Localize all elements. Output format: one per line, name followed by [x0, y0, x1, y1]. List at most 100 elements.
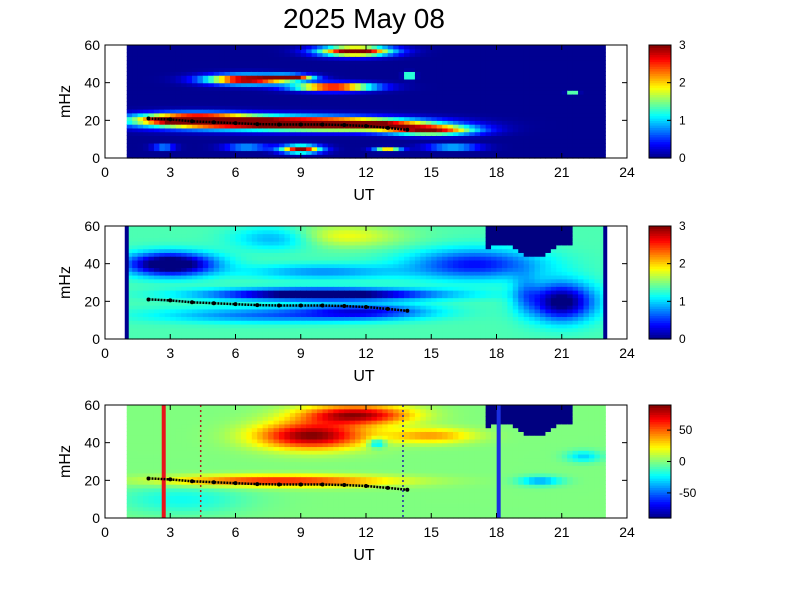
heatmap-cell [442, 237, 449, 242]
heatmap-cell [279, 226, 286, 231]
heatmap-cell [398, 154, 405, 159]
heatmap-cell [578, 131, 585, 136]
heatmap-cell [273, 71, 280, 76]
heatmap-cell [153, 282, 160, 287]
heatmap-cell [257, 60, 264, 65]
heatmap-cell [349, 86, 356, 91]
heatmap-cell [599, 48, 606, 54]
heatmap-cell [583, 97, 590, 103]
heatmap-cell [317, 237, 324, 242]
heatmap-cell [284, 48, 291, 54]
heatmap-cell [409, 71, 416, 76]
heatmap-cell [376, 293, 383, 299]
heatmap-cell [398, 120, 405, 125]
heatmap-cell [317, 290, 324, 295]
heatmap-cell [338, 109, 345, 114]
heatmap-cell [295, 229, 302, 235]
heatmap-cell [491, 86, 498, 91]
heatmap-cell [219, 71, 226, 76]
heatmap-cell [545, 116, 552, 121]
heatmap-cell [431, 120, 438, 125]
heatmap-cell [436, 67, 443, 72]
heatmap-cell [480, 237, 487, 242]
heatmap-cell [262, 293, 269, 299]
heatmap-cell [588, 90, 595, 95]
heatmap-cell [262, 312, 269, 317]
heatmap-cell [306, 93, 313, 99]
heatmap-cell [213, 286, 220, 291]
heatmap-cell [257, 71, 264, 76]
heatmap-cell [268, 75, 275, 80]
heatmap-cell [197, 67, 204, 72]
heatmap-cell [159, 48, 166, 54]
heatmap-cell [518, 316, 525, 321]
heatmap-cell [360, 301, 367, 306]
heatmap-cell [355, 226, 362, 231]
heatmap-cell [404, 259, 411, 265]
heatmap-cell [208, 252, 215, 257]
heatmap-cell [219, 237, 226, 242]
heatmap-cell [344, 67, 351, 72]
heatmap-cell [289, 63, 296, 69]
heatmap-cell [420, 124, 427, 129]
heatmap-cell [523, 52, 530, 57]
heatmap-cell [371, 327, 378, 333]
colorbar-swatch [649, 85, 671, 88]
heatmap-cell [344, 120, 351, 125]
heatmap-cell [382, 127, 389, 133]
heatmap-cell [317, 305, 324, 310]
heatmap-cell [398, 105, 405, 110]
heatmap-cell [202, 97, 209, 103]
heatmap-cell [317, 267, 324, 272]
heatmap-cell [170, 274, 177, 280]
heatmap-cell [578, 63, 585, 69]
heatmap-cell [327, 90, 334, 95]
heatmap-cell [219, 150, 226, 155]
heatmap-cell [442, 282, 449, 287]
heatmap-cell [425, 150, 432, 155]
heatmap-cell [496, 139, 503, 144]
heatmap-cell [246, 323, 253, 329]
colorbar-swatch [649, 106, 671, 110]
figure-title: 2025 May 08 [283, 3, 445, 34]
heatmap-cell [224, 86, 231, 91]
heatmap-cell [393, 142, 400, 148]
heatmap-cell [561, 131, 568, 136]
heatmap-cell [148, 48, 155, 54]
heatmap-cell [284, 248, 291, 253]
heatmap-cell [192, 248, 199, 253]
heatmap-cell [311, 93, 318, 99]
heatmap-cell [523, 229, 530, 235]
heatmap-cell [507, 127, 514, 133]
heatmap-cell [279, 327, 286, 333]
heatmap-cell [545, 48, 552, 54]
heatmap-cell [414, 45, 421, 50]
heatmap-cell [338, 252, 345, 257]
heatmap-cell [246, 312, 253, 317]
heatmap-cell [393, 305, 400, 310]
heatmap-cell [404, 263, 411, 269]
heatmap-cell [300, 112, 307, 118]
heatmap-cell [159, 82, 166, 88]
heatmap-cell [262, 263, 269, 269]
heatmap-cell [523, 248, 530, 253]
heatmap-cell [311, 116, 318, 121]
heatmap-cell [376, 71, 383, 76]
heatmap-cell [235, 56, 242, 61]
heatmap-cell [300, 75, 307, 80]
heatmap-cell [496, 142, 503, 148]
heatmap-cell [126, 237, 133, 242]
heatmap-cell [257, 316, 264, 321]
heatmap-cell [425, 124, 432, 129]
colorbar-swatch [649, 101, 671, 105]
colorbar-swatch [649, 54, 671, 58]
heatmap-cell [143, 131, 150, 136]
heatmap-cell [170, 252, 177, 257]
heatmap-cell [572, 101, 579, 106]
heatmap-cell [409, 90, 416, 95]
heatmap-cell [398, 233, 405, 238]
heatmap-cell [251, 120, 258, 125]
heatmap-cell [344, 256, 351, 261]
heatmap-cell [523, 233, 530, 238]
